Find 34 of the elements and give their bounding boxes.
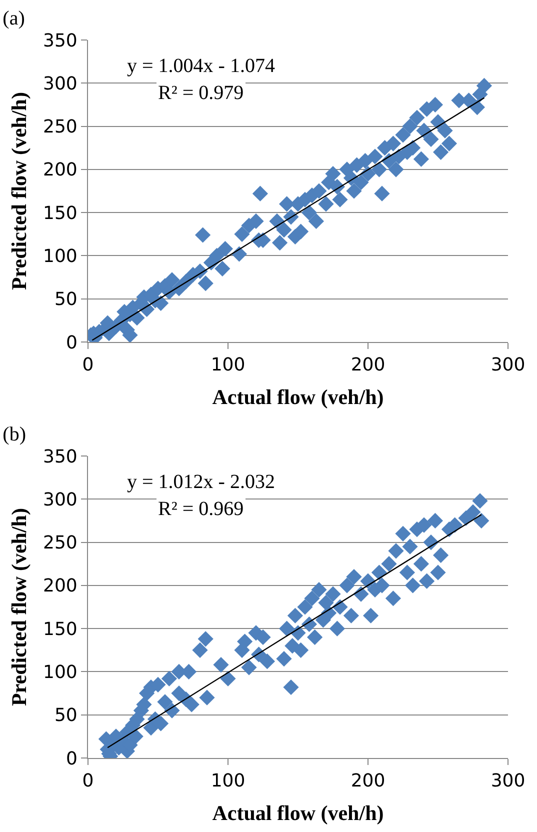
y-axis-title: Predicted flow (veh/h) [7, 508, 32, 706]
x-tick-label: 300 [490, 770, 526, 792]
y-axis-title: Predicted flow (veh/h) [7, 92, 32, 290]
y-tick-label: 200 [43, 160, 78, 181]
y-tick-label: 250 [43, 116, 78, 138]
y-tick-label: 150 [43, 202, 78, 224]
y-tick-label: 50 [54, 705, 78, 726]
y-tick-label: 100 [43, 662, 78, 684]
y-tick-label: 200 [43, 576, 78, 597]
x-tick-label: 200 [350, 354, 386, 376]
x-tick-label: 300 [490, 354, 526, 376]
y-tick-label: 50 [54, 289, 78, 310]
y-tick-label: 300 [43, 489, 78, 510]
x-axis-title: Actual flow (veh/h) [212, 800, 384, 825]
x-tick-label: 200 [350, 770, 386, 792]
y-tick-label: 300 [43, 73, 78, 94]
y-tick-label: 0 [66, 332, 78, 354]
y-tick-label: 250 [43, 532, 78, 554]
x-tick-label: 0 [82, 770, 94, 792]
chart-title: (b) [2, 423, 26, 446]
annotation: R² = 0.969 [158, 498, 244, 520]
y-tick-label: 100 [43, 246, 78, 268]
x-tick-label: 100 [210, 770, 246, 792]
y-tick-label: 0 [66, 748, 78, 770]
y-tick-label: 350 [43, 30, 78, 52]
annotation: R² = 0.979 [158, 82, 244, 104]
y-tick-label: 350 [43, 446, 78, 468]
x-tick-label: 100 [210, 354, 246, 376]
x-tick-label: 0 [82, 354, 94, 376]
annotation: y = 1.012x - 2.032 [127, 471, 275, 493]
x-axis-title: Actual flow (veh/h) [212, 384, 384, 409]
y-tick-label: 150 [43, 618, 78, 640]
chart-title: (a) [2, 7, 25, 30]
annotation: y = 1.004x - 1.074 [127, 55, 275, 77]
